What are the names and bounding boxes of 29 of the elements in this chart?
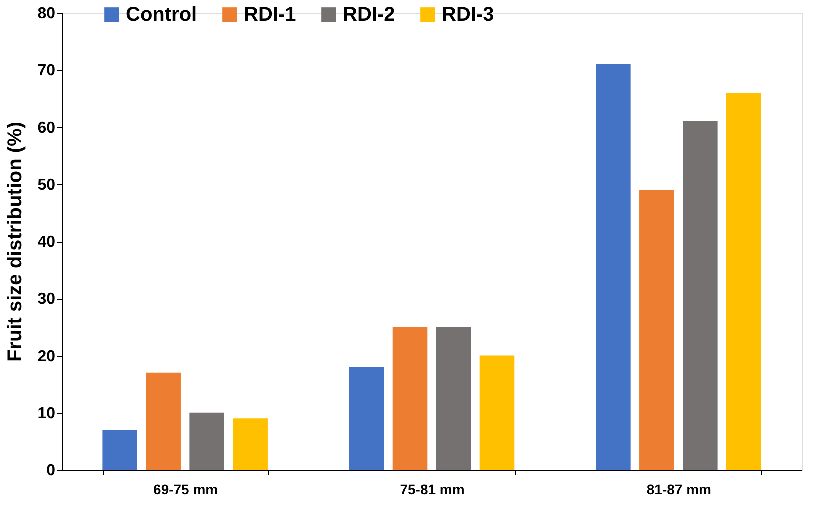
legend-label: RDI-1 <box>244 4 296 26</box>
y-tick-label: 60 <box>38 120 56 137</box>
bar <box>349 367 384 470</box>
bar <box>392 327 428 470</box>
bar <box>683 122 718 470</box>
y-tick-label: 80 <box>38 6 56 22</box>
y-tick-label: 10 <box>38 405 56 422</box>
x-tick-label: 69-75 mm <box>154 482 218 498</box>
legend-label: RDI-3 <box>442 4 494 26</box>
x-tick-label: 75-81 mm <box>400 482 465 498</box>
bar <box>436 327 472 470</box>
bar <box>596 64 631 470</box>
legend-label: RDI-2 <box>343 4 396 26</box>
bar <box>640 190 674 470</box>
bar <box>102 430 138 470</box>
bar <box>233 418 268 470</box>
y-tick-label: 40 <box>38 234 56 251</box>
legend-label: Control <box>126 4 198 26</box>
y-tick-label: 20 <box>38 348 56 366</box>
bar <box>146 372 181 470</box>
x-tick-label: 81-87 mm <box>646 482 712 498</box>
y-tick-label: 50 <box>38 176 56 194</box>
bar <box>726 92 762 470</box>
y-tick-label: 70 <box>38 62 56 80</box>
bar <box>190 412 224 470</box>
y-tick-label: 0 <box>46 462 56 480</box>
y-tick-label: 30 <box>38 291 56 308</box>
y-axis-title: Fruit size distribution (%) <box>4 122 27 362</box>
bar <box>480 356 515 470</box>
